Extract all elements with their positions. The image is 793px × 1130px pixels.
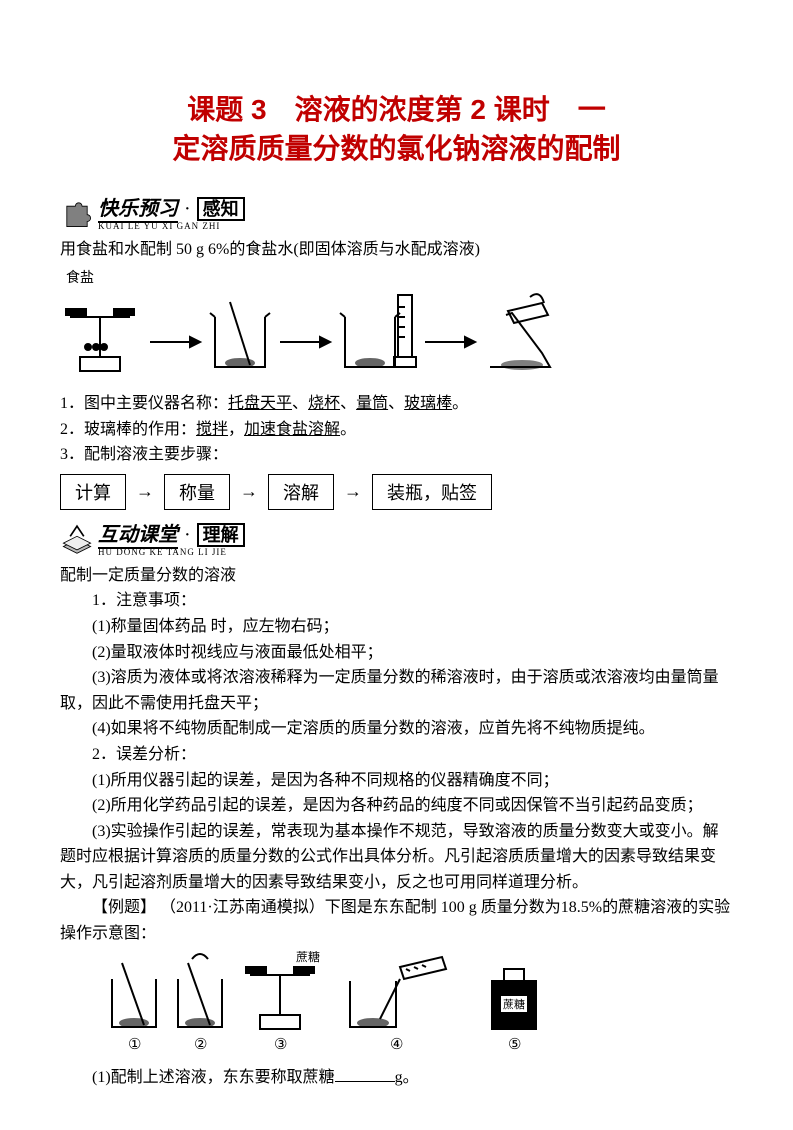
banner-pinyin-2: HU DONG KE TANG LI JIE [98,547,245,557]
banner-pinyin-1: KUAI LE YU XI GAN ZHI [98,221,245,231]
diagram-2: 蔗糖 蔗糖 ① ② ③ ④ [100,951,733,1061]
instruments-line: 1．图中主要仪器名称：托盘天平、烧杯、量筒、玻璃棒。 [60,391,733,417]
title-line-1: 课题 3 溶液的浓度第 2 课时 一 [60,90,733,129]
instrument-1: 托盘天平 [228,395,292,412]
instrument-4: 玻璃棒 [404,395,452,412]
step-box-2: 称量 [164,474,230,510]
rod-use-1: 搅拌 [196,421,228,438]
banner-dot-2: · [182,524,193,546]
steps-heading: 3．配制溶液主要步骤： [60,442,733,468]
banner-tag-1: 感知 [197,197,245,221]
book-icon [60,521,94,555]
apparatus-diagram-2: 蔗糖 蔗糖 ① ② ③ ④ [100,951,580,1061]
banner-dot-1: · [182,198,193,220]
svg-text:④: ④ [390,1037,403,1053]
notice-2: (2)量取液体时视线应与液面最低处相平； [60,640,733,666]
line1-prefix: 1．图中主要仪器名称： [60,395,228,412]
step-box-3: 溶解 [268,474,334,510]
question-1: (1)配制上述溶液，东东要称取蔗糖 g。 [60,1065,733,1091]
error-2: (2)所用化学药品引起的误差，是因为各种药品的纯度不同或因保管不当引起药品变质； [60,793,733,819]
error-heading: 2．误差分析： [60,742,733,768]
example-label: 【例题】 [92,899,156,916]
section-1-banner: 快乐预习 · 感知 KUAI LE YU XI GAN ZHI [60,192,733,233]
svg-text:蔗糖: 蔗糖 [296,951,320,964]
notice-heading: 1．注意事项： [60,588,733,614]
arrow-icon: → [136,481,154,502]
steps-row: 计算 → 称量 → 溶解 → 装瓶，贴签 [60,474,733,510]
section-2-heading: 配制一定质量分数的溶液 [60,563,733,589]
banner-main-2: 互动课堂 [98,524,178,549]
instrument-2: 烧杯 [308,395,340,412]
notice-4: (4)如果将不纯物质配制成一定溶质的质量分数的溶液，应首先将不纯物质提纯。 [60,716,733,742]
instrument-3: 量筒 [356,395,388,412]
diagram-1: 食盐 [60,267,733,387]
blank-field[interactable] [335,1081,395,1082]
notice-1: (1)称量固体药品 时，应左物右码； [60,614,733,640]
example-text: （2011·江苏南通模拟）下图是东东配制 100 g 质量分数为18.5%的蔗糖… [60,899,730,942]
page-title: 课题 3 溶液的浓度第 2 课时 一 定溶质质量分数的氯化钠溶液的配制 [60,90,733,168]
error-1: (1)所用仪器引起的误差，是因为各种不同规格的仪器精确度不同； [60,768,733,794]
error-3: (3)实验操作引起的误差，常表现为基本操作不规范，导致溶液的质量分数变大或变小。… [60,819,733,896]
step-box-1: 计算 [60,474,126,510]
rod-line: 2．玻璃棒的作用：搅拌，加速食盐溶解。 [60,417,733,443]
q1-before: (1)配制上述溶液，东东要称取蔗糖 [92,1069,335,1086]
title-line-2: 定溶质质量分数的氯化钠溶液的配制 [60,129,733,168]
svg-text:蔗糖: 蔗糖 [503,997,525,1011]
example-line: 【例题】 （2011·江苏南通模拟）下图是东东配制 100 g 质量分数为18.… [60,895,733,946]
notice-3: (3)溶质为液体或将浓溶液稀释为一定质量分数的稀溶液时，由于溶质或浓溶液均由量筒… [60,665,733,716]
svg-text:③: ③ [274,1037,287,1053]
apparatus-diagram-1 [60,287,580,387]
arrow-icon: → [240,481,258,502]
section-2-banner: 互动课堂 · 理解 HU DONG KE TANG LI JIE [60,518,733,559]
q1-after: g。 [395,1069,419,1086]
svg-text:②: ② [194,1037,207,1053]
step-box-4: 装瓶，贴签 [372,474,492,510]
rod-use-2: 加速食盐溶解 [244,421,340,438]
banner-main-1: 快乐预习 [98,198,178,223]
line2-prefix: 2．玻璃棒的作用： [60,421,196,438]
banner-tag-2: 理解 [197,523,245,547]
section-1-intro: 用食盐和水配制 50 g 6%的食盐水(即固体溶质与水配成溶液) [60,237,733,263]
arrow-icon: → [344,481,362,502]
svg-text:⑤: ⑤ [508,1037,521,1053]
puzzle-icon [60,196,94,230]
salt-label: 食盐 [66,267,733,287]
svg-text:①: ① [128,1037,141,1053]
